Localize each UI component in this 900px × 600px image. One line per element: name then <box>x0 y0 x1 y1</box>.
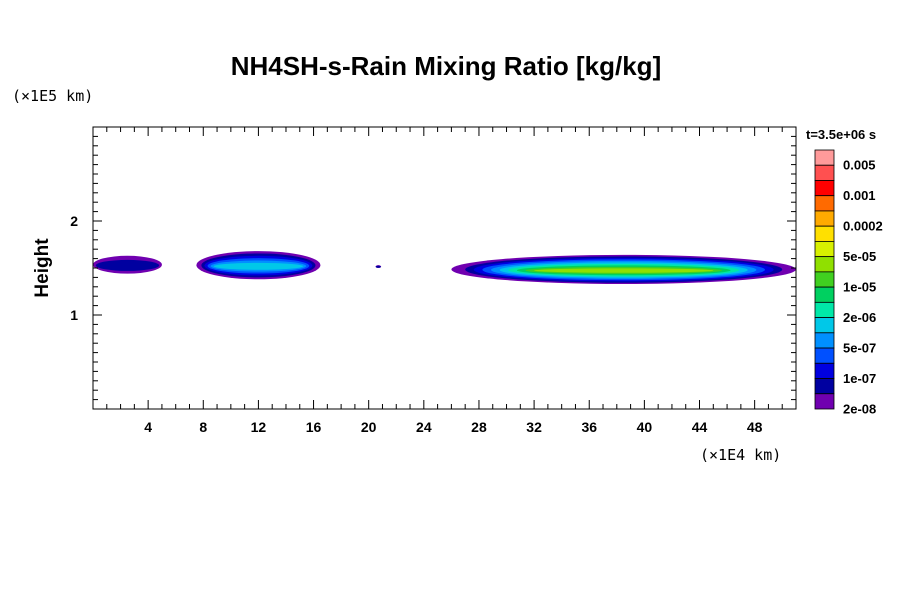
x-tick-label: 44 <box>692 419 708 435</box>
x-tick-label: 20 <box>361 419 377 435</box>
region-1-band-5 <box>213 262 304 270</box>
colorbar-swatch <box>814 195 835 212</box>
colorbar-swatch <box>814 347 835 364</box>
colorbar-swatch <box>814 332 835 349</box>
colorbar-label: 2e-08 <box>843 402 876 417</box>
time-label: t=3.5e+06 s <box>806 127 876 142</box>
colorbar-swatch <box>814 317 835 334</box>
colorbar-swatch <box>814 301 835 318</box>
colorbar-swatch <box>814 286 835 303</box>
data-regions <box>93 251 796 284</box>
colorbar-swatch <box>814 393 835 410</box>
region-3-band-9 <box>534 268 714 273</box>
colorbar-label: 5e-05 <box>843 249 876 264</box>
x-tick-label: 28 <box>471 419 487 435</box>
colorbar-swatch <box>814 362 835 379</box>
x-tick-label: 24 <box>416 419 432 435</box>
colorbar-label: 1e-05 <box>843 280 876 295</box>
x-tick-label: 40 <box>637 419 653 435</box>
colorbar-label: 1e-07 <box>843 371 876 386</box>
colorbar-swatch <box>814 256 835 273</box>
x-tick-label: 16 <box>306 419 322 435</box>
colorbar-label: 0.005 <box>843 158 876 173</box>
colorbar-swatch <box>814 241 835 258</box>
colorbar-swatch <box>814 378 835 395</box>
colorbar-label: 5e-07 <box>843 341 876 356</box>
chart-title: NH4SH-s-Rain Mixing Ratio [kg/kg] <box>231 51 661 81</box>
colorbar: 0.005 0.001 0.0002 5e-05 1e-05 2e-06 5e-07 1e-0… <box>814 149 883 417</box>
y-tick-label: 2 <box>70 213 78 229</box>
x-tick-label: 32 <box>526 419 542 435</box>
colorbar-label: 0.0002 <box>843 219 883 234</box>
x-tick-label: 12 <box>251 419 267 435</box>
y-scale-label: (×1E5 km) <box>12 87 93 105</box>
colorbar-label: 2e-06 <box>843 310 876 325</box>
x-tick-label: 36 <box>581 419 597 435</box>
x-tick-label: 48 <box>747 419 763 435</box>
colorbar-swatch <box>814 149 835 166</box>
x-tick-label: 4 <box>144 419 152 435</box>
colorbar-swatch <box>814 164 835 181</box>
x-scale-label: (×1E4 km) <box>700 446 781 464</box>
region-0-band-1 <box>95 259 160 271</box>
colorbar-swatch <box>814 210 835 227</box>
x-tick-label: 8 <box>199 419 207 435</box>
colorbar-swatch <box>814 225 835 242</box>
colorbar-swatch <box>814 180 835 197</box>
y-axis-label: Height <box>32 238 53 298</box>
y-tick-label: 1 <box>70 307 78 323</box>
colorbar-swatch <box>814 271 835 288</box>
colorbar-label: 0.001 <box>843 188 876 203</box>
region-2-band-1 <box>375 265 381 268</box>
